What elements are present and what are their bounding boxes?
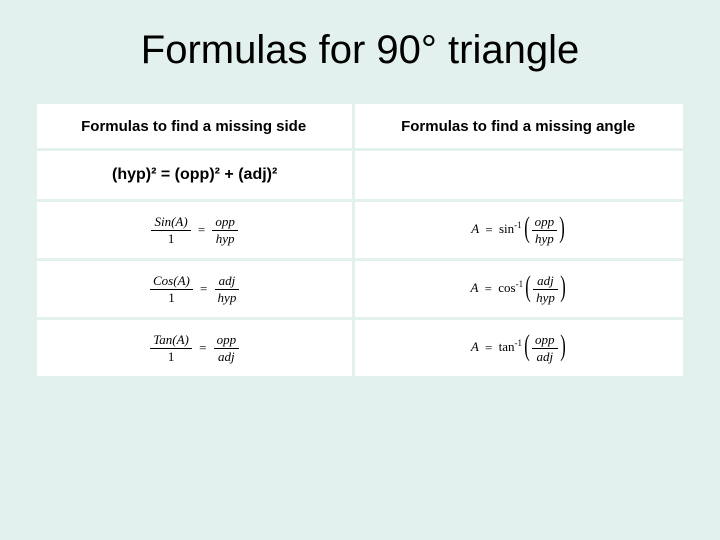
cos-den1: 1 [150, 290, 193, 305]
formula-table: Formulas to find a missing side Formulas… [34, 101, 686, 379]
row-cos: Cos(A) 1 = adj hyp A = cos-1( adj hyp ) [37, 261, 683, 317]
tan-den2: adj [214, 349, 240, 364]
arccos-lhs: A [470, 280, 478, 295]
sin-num2: opp [212, 215, 238, 231]
equals: = [197, 281, 210, 296]
arcsin-formula: A = sin-1( opp hyp ) [471, 221, 567, 236]
arctan-formula: A = tan-1( opp adj ) [471, 339, 568, 354]
cell-tan-angle: A = tan-1( opp adj ) [355, 320, 683, 376]
arcsin-den: hyp [532, 231, 558, 246]
tan-lhs-frac: Tan(A) 1 [150, 333, 192, 363]
arccos-den: hyp [533, 290, 558, 305]
cos-lhs-frac: Cos(A) 1 [150, 274, 193, 304]
arcsin-fn: sin [499, 221, 514, 236]
equals: = [196, 340, 209, 355]
sin-func: Sin(A) [151, 215, 190, 231]
cell-sin-angle: A = sin-1( opp hyp ) [355, 202, 683, 258]
pythagoras-formula: (hyp)² = (opp)² + (adj)² [112, 166, 277, 183]
cos-num2: adj [215, 274, 240, 290]
header-left: Formulas to find a missing side [37, 104, 352, 148]
tan-den1: 1 [150, 349, 192, 364]
cell-empty [355, 151, 683, 199]
arcsin-num: opp [532, 215, 558, 231]
cos-rhs-frac: adj hyp [215, 274, 240, 304]
cell-tan-side: Tan(A) 1 = opp adj [37, 320, 352, 376]
arccos-formula: A = cos-1( adj hyp ) [470, 280, 567, 295]
table-header-row: Formulas to find a missing side Formulas… [37, 104, 683, 148]
sin-lhs-frac: Sin(A) 1 [151, 215, 190, 245]
arctan-lhs: A [471, 339, 479, 354]
tan-num2: opp [214, 333, 240, 349]
tan-rhs-frac: opp adj [214, 333, 240, 363]
sin-den1: 1 [151, 231, 190, 246]
arctan-den: adj [532, 349, 558, 364]
equals: = [195, 222, 208, 237]
cell-sin-side: Sin(A) 1 = opp hyp [37, 202, 352, 258]
tan-func: Tan(A) [150, 333, 192, 349]
cell-cos-angle: A = cos-1( adj hyp ) [355, 261, 683, 317]
slide-title: Formulas for 90° triangle [0, 28, 720, 73]
cos-den2: hyp [215, 290, 240, 305]
arccos-num: adj [533, 274, 558, 290]
sin-rhs-frac: opp hyp [212, 215, 238, 245]
row-tan: Tan(A) 1 = opp adj A = tan-1( opp adj ) [37, 320, 683, 376]
header-right: Formulas to find a missing angle [355, 104, 683, 148]
cos-func: Cos(A) [150, 274, 193, 290]
arccos-fn: cos [498, 280, 515, 295]
row-pythagoras: (hyp)² = (opp)² + (adj)² [37, 151, 683, 199]
sin-den2: hyp [212, 231, 238, 246]
row-sin: Sin(A) 1 = opp hyp A = sin-1( opp hyp ) [37, 202, 683, 258]
cell-pythagoras: (hyp)² = (opp)² + (adj)² [37, 151, 352, 199]
cell-cos-side: Cos(A) 1 = adj hyp [37, 261, 352, 317]
arctan-num: opp [532, 333, 558, 349]
arctan-fn: tan [499, 339, 515, 354]
slide: Formulas for 90° triangle Formulas to fi… [0, 0, 720, 540]
arcsin-lhs: A [471, 221, 479, 236]
